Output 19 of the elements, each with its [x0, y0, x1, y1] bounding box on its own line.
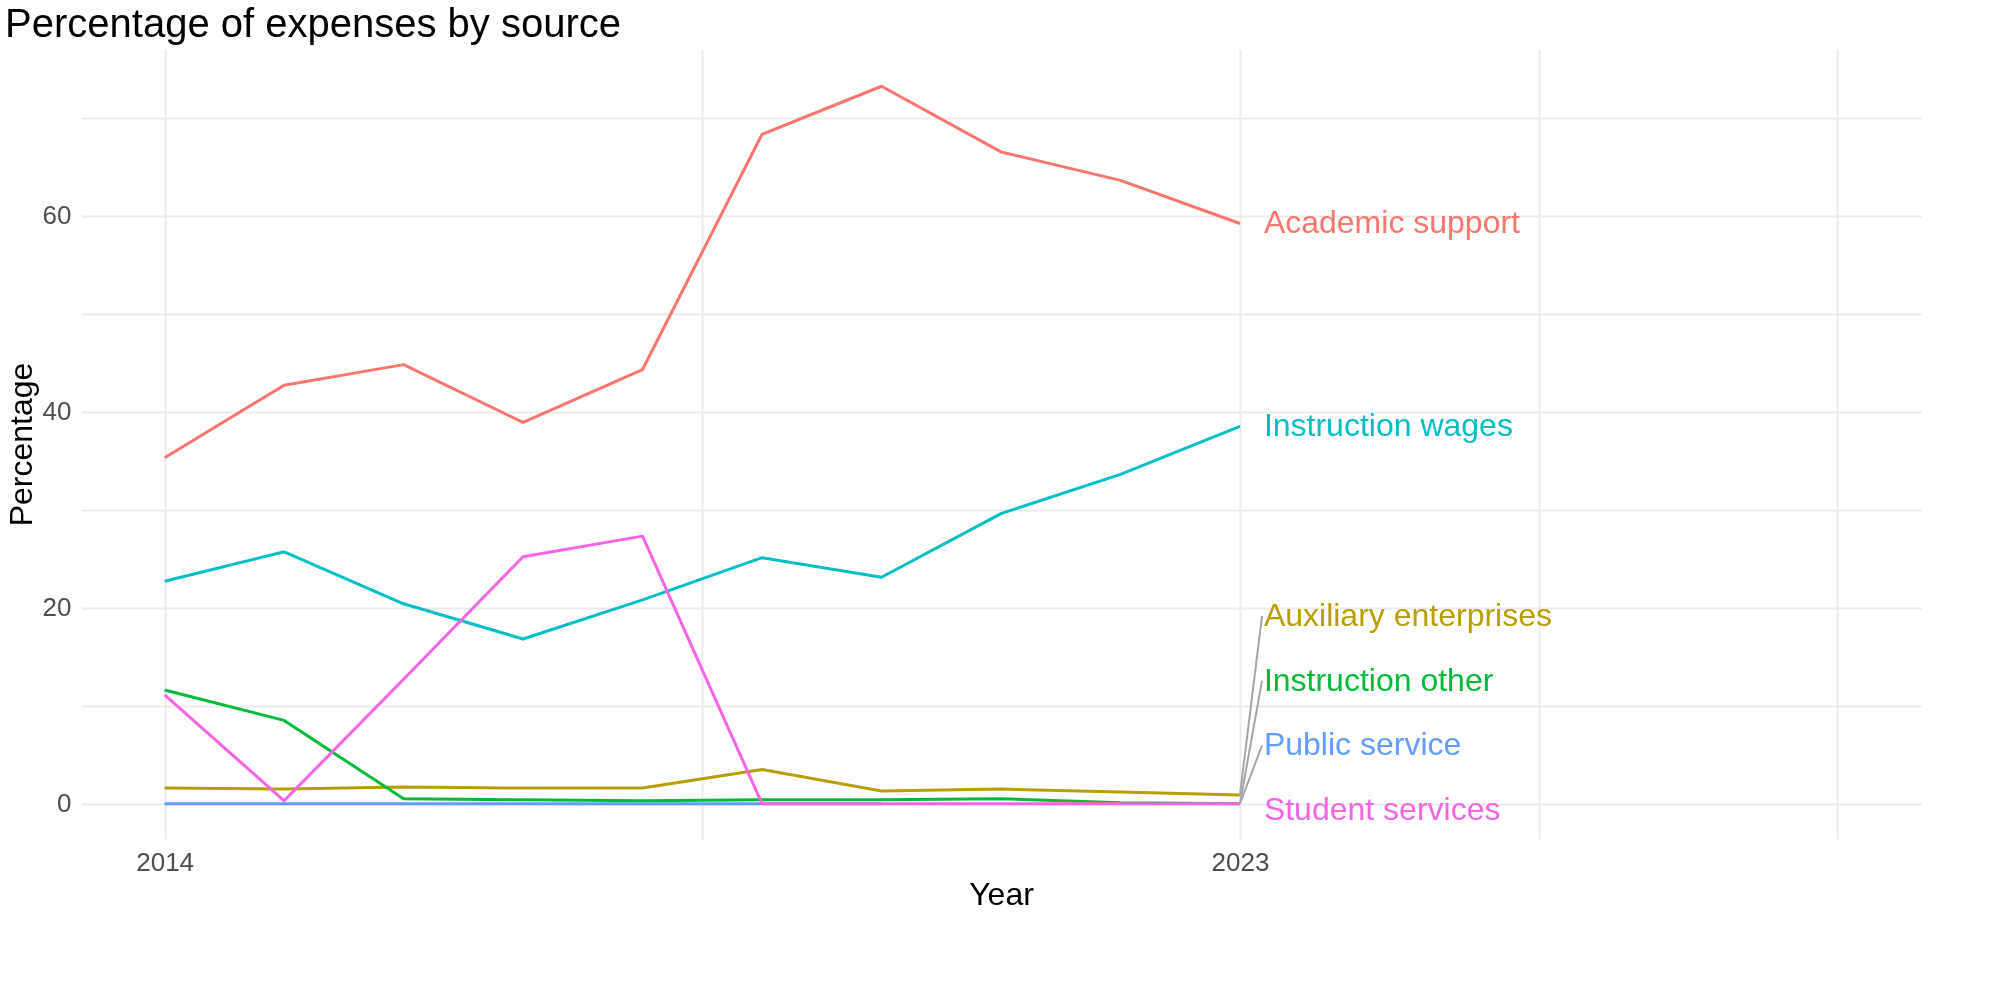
chart-title: Percentage of expenses by source — [5, 1, 622, 45]
text: Public service — [1263, 726, 1462, 763]
x-tick-label: 2023 — [1211, 846, 1270, 877]
line-series — [163, 534, 1242, 806]
text: Auxiliary enterprises — [1263, 596, 1552, 633]
y-tick-label: 20 — [42, 592, 72, 623]
x-tick-label: 2014 — [136, 846, 195, 877]
line-series — [163, 84, 1242, 460]
series-label: Student services — [1263, 791, 1501, 828]
y-tick-label: 60 — [42, 200, 72, 231]
line-series — [163, 767, 1242, 797]
series-label: Instruction wages — [1263, 407, 1513, 444]
y-axis-title: Percentage — [2, 362, 39, 527]
text: Instruction other — [1263, 661, 1494, 698]
y-tick-label: 40 — [42, 396, 72, 427]
series-label: Academic support — [1263, 204, 1521, 241]
x-axis-title: Year — [969, 875, 1035, 912]
y-tick-label: 0 — [57, 788, 72, 819]
line-series — [163, 424, 1242, 641]
